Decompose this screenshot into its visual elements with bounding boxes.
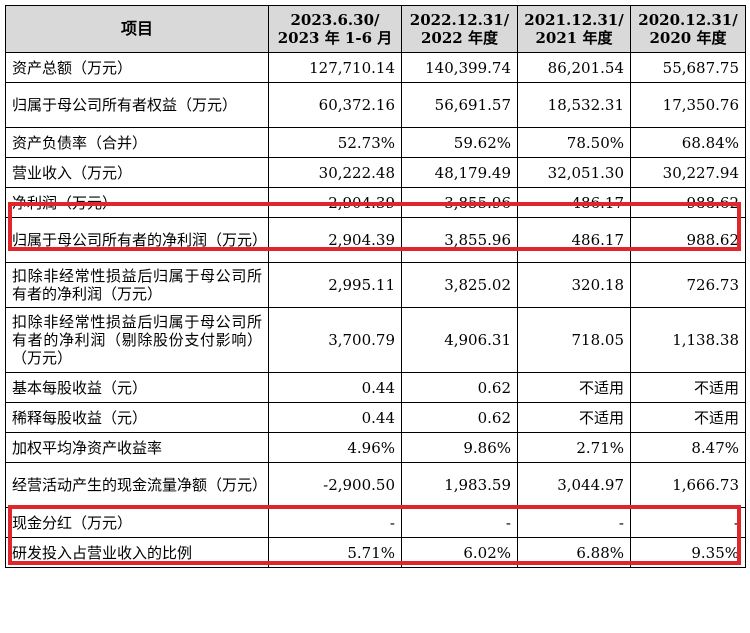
cell-value: 30,222.48 <box>268 157 402 188</box>
cell-value: 1,666.73 <box>630 462 746 508</box>
row-label: 研发投入占营业收入的比例 <box>5 537 269 568</box>
table-row: 研发投入占营业收入的比例 5.71% 6.02% 6.88% 9.35% <box>5 537 746 568</box>
row-label: 归属于母公司所有者权益（万元） <box>5 82 269 128</box>
row-label: 资产负债率（合并） <box>5 127 269 158</box>
cell-value: 86,201.54 <box>517 52 631 83</box>
table-row: 现金分红（万元） - - - - <box>5 507 746 538</box>
cell-value: 56,691.57 <box>401 82 518 128</box>
cell-value: - <box>630 507 746 538</box>
cell-value: 不适用 <box>630 402 746 433</box>
table-row: 加权平均净资产收益率 4.96% 9.86% 2.71% 8.47% <box>5 432 746 463</box>
cell-value: 6.88% <box>517 537 631 568</box>
row-label: 加权平均净资产收益率 <box>5 432 269 463</box>
table-row: 营业收入（万元） 30,222.48 48,179.49 32,051.30 3… <box>5 157 746 188</box>
cell-value: - <box>268 507 402 538</box>
cell-value: 78.50% <box>517 127 631 158</box>
cell-value: - <box>401 507 518 538</box>
financial-table-container: 项目 2023.6.30/2023 年 1-6 月 2022.12.31/202… <box>5 5 746 568</box>
cell-value: 0.62 <box>401 372 518 403</box>
cell-value: 68.84% <box>630 127 746 158</box>
cell-value: 3,855.96 <box>401 187 518 218</box>
cell-value: 不适用 <box>517 402 631 433</box>
cell-value: 2,995.11 <box>268 262 402 308</box>
cell-value: 988.62 <box>630 217 746 263</box>
cell-value: 4.96% <box>268 432 402 463</box>
table-row: 归属于母公司所有者权益（万元） 60,372.16 56,691.57 18,5… <box>5 82 746 128</box>
table-row: 基本每股收益（元） 0.44 0.62 不适用 不适用 <box>5 372 746 403</box>
row-label: 扣除非经常性损益后归属于母公司所有者的净利润（万元） <box>5 262 269 308</box>
cell-value: 0.44 <box>268 402 402 433</box>
cell-value: 2.71% <box>517 432 631 463</box>
row-label: 净利润（万元） <box>5 187 269 218</box>
cell-value: 32,051.30 <box>517 157 631 188</box>
cell-value: 3,700.79 <box>268 307 402 373</box>
cell-value: 140,399.74 <box>401 52 518 83</box>
row-label: 扣除非经常性损益后归属于母公司所有者的净利润（剔除股份支付影响）（万元） <box>5 307 269 373</box>
row-label: 营业收入（万元） <box>5 157 269 188</box>
cell-value: -2,900.50 <box>268 462 402 508</box>
cell-value: 17,350.76 <box>630 82 746 128</box>
cell-value: 988.62 <box>630 187 746 218</box>
cell-value: 486.17 <box>517 187 631 218</box>
row-label: 稀释每股收益（元） <box>5 402 269 433</box>
cell-value: 59.62% <box>401 127 518 158</box>
table-header-row: 项目 2023.6.30/2023 年 1-6 月 2022.12.31/202… <box>5 5 746 53</box>
row-label: 归属于母公司所有者的净利润（万元） <box>5 217 269 263</box>
cell-value: 9.86% <box>401 432 518 463</box>
cell-value: 0.44 <box>268 372 402 403</box>
cell-value: 30,227.94 <box>630 157 746 188</box>
cell-value: 不适用 <box>517 372 631 403</box>
table-row: 归属于母公司所有者的净利润（万元） 2,904.39 3,855.96 486.… <box>5 217 746 263</box>
cell-value: 2,904.39 <box>268 187 402 218</box>
cell-value: 8.47% <box>630 432 746 463</box>
cell-value: 4,906.31 <box>401 307 518 373</box>
cell-value: 1,983.59 <box>401 462 518 508</box>
cell-value: 6.02% <box>401 537 518 568</box>
cell-value: 3,855.96 <box>401 217 518 263</box>
row-label: 基本每股收益（元） <box>5 372 269 403</box>
table-row-net-profit: 净利润（万元） 2,904.39 3,855.96 486.17 988.62 <box>5 187 746 218</box>
row-label: 现金分红（万元） <box>5 507 269 538</box>
cell-value: 2,904.39 <box>268 217 402 263</box>
cell-value: 320.18 <box>517 262 631 308</box>
row-label: 经营活动产生的现金流量净额（万元） <box>5 462 269 508</box>
table-row: 资产负债率（合并） 52.73% 59.62% 78.50% 68.84% <box>5 127 746 158</box>
cell-value: 55,687.75 <box>630 52 746 83</box>
cell-value: 486.17 <box>517 217 631 263</box>
header-2023h1: 2023.6.30/2023 年 1-6 月 <box>268 5 402 53</box>
cell-value: 726.73 <box>630 262 746 308</box>
cell-value: 9.35% <box>630 537 746 568</box>
header-item: 项目 <box>5 5 269 53</box>
cell-value: 52.73% <box>268 127 402 158</box>
table-row: 资产总额（万元） 127,710.14 140,399.74 86,201.54… <box>5 52 746 83</box>
cell-value: 不适用 <box>630 372 746 403</box>
cell-value: 5.71% <box>268 537 402 568</box>
cell-value: - <box>517 507 631 538</box>
header-2020: 2020.12.31/2020 年度 <box>630 5 746 53</box>
cell-value: 48,179.49 <box>401 157 518 188</box>
cell-value: 127,710.14 <box>268 52 402 83</box>
cell-value: 60,372.16 <box>268 82 402 128</box>
financial-summary-table: 项目 2023.6.30/2023 年 1-6 月 2022.12.31/202… <box>5 5 746 568</box>
cell-value: 718.05 <box>517 307 631 373</box>
cell-value: 18,532.31 <box>517 82 631 128</box>
table-row: 稀释每股收益（元） 0.44 0.62 不适用 不适用 <box>5 402 746 433</box>
header-2021: 2021.12.31/2021 年度 <box>517 5 631 53</box>
cell-value: 0.62 <box>401 402 518 433</box>
cell-value: 3,044.97 <box>517 462 631 508</box>
table-row-operating-cash-flow: 经营活动产生的现金流量净额（万元） -2,900.50 1,983.59 3,0… <box>5 462 746 508</box>
cell-value: 1,138.38 <box>630 307 746 373</box>
table-row: 扣除非经常性损益后归属于母公司所有者的净利润（万元） 2,995.11 3,82… <box>5 262 746 308</box>
cell-value: 3,825.02 <box>401 262 518 308</box>
row-label: 资产总额（万元） <box>5 52 269 83</box>
table-row: 扣除非经常性损益后归属于母公司所有者的净利润（剔除股份支付影响）（万元） 3,7… <box>5 307 746 373</box>
header-2022: 2022.12.31/2022 年度 <box>401 5 518 53</box>
